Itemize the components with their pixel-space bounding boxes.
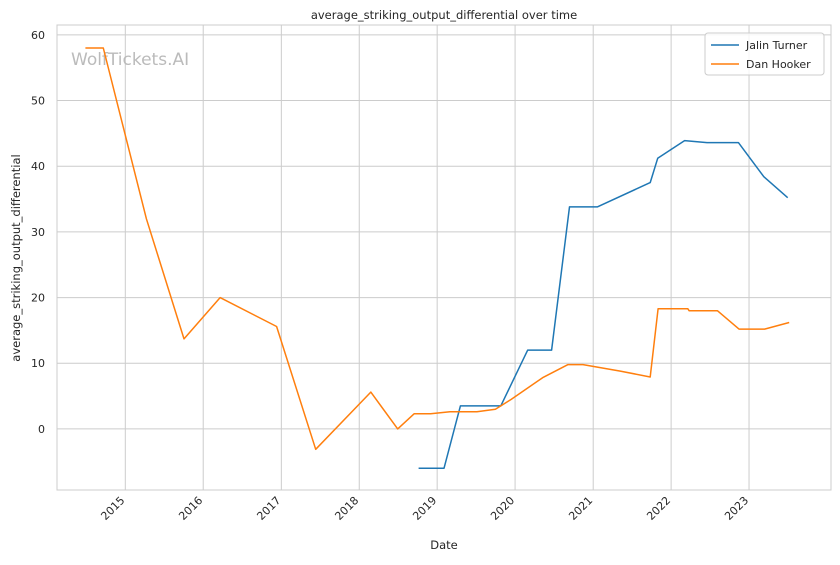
y-tick-label: 40 [31,160,45,173]
x-axis-label: Date [430,538,458,552]
x-tick-label: 2021 [566,494,595,523]
x-tick-label: 2016 [176,494,205,523]
x-tick-label: 2020 [488,494,517,523]
legend-label-dan-hooker: Dan Hooker [746,58,811,71]
y-tick-label: 0 [38,423,45,436]
x-tick-label: 2019 [410,494,439,523]
x-tick-label: 2015 [98,494,127,523]
y-tick-label: 30 [31,226,45,239]
y-tick-label: 50 [31,95,45,108]
x-tick-label: 2018 [332,494,361,523]
series-line-dan-hooker [85,47,790,451]
y-axis-label: average_striking_output_differential [9,154,23,361]
chart-title: average_striking_output_differential ove… [311,8,577,22]
grid-layer [57,25,831,490]
legend-label-jalin-turner: Jalin Turner [745,39,808,52]
plot-area [56,24,832,491]
legend: Jalin Turner Dan Hooker [704,32,825,76]
series-layer [85,47,790,470]
x-tick-label: 2022 [644,494,673,523]
y-tick-label: 20 [31,292,45,305]
x-tick-label: 2023 [722,494,751,523]
x-tick-label: 2017 [254,494,283,523]
series-line-jalin-turner [418,139,789,470]
y-tick-label: 60 [31,29,45,42]
y-tick-label: 10 [31,357,45,370]
watermark: WolfTickets.AI [71,50,189,70]
